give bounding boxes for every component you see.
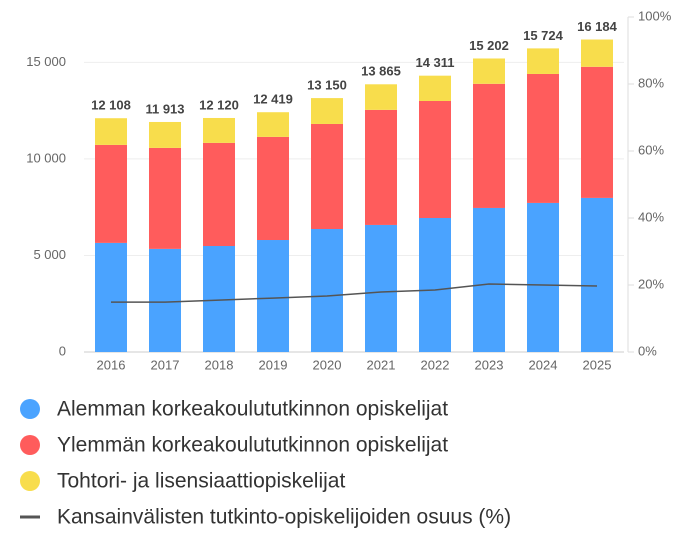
total-label: 13 150 — [307, 78, 347, 93]
bar-segment — [95, 118, 127, 145]
total-label: 12 120 — [199, 97, 239, 112]
x-tick-label: 2022 — [421, 357, 450, 372]
y-tick-label: 0 — [59, 343, 66, 358]
bar-segment — [95, 144, 127, 243]
bar-segment — [527, 202, 559, 352]
x-tick-label: 2020 — [313, 357, 342, 372]
total-label: 15 724 — [523, 28, 564, 43]
bar-segment — [365, 224, 397, 352]
total-label: 12 419 — [253, 92, 293, 107]
bar-segment — [257, 240, 289, 352]
x-tick-label: 2024 — [529, 357, 558, 372]
y-tick-label: 15 000 — [26, 54, 66, 69]
bar-segment — [95, 242, 127, 352]
total-label: 16 184 — [577, 19, 618, 34]
y2-tick-label: 40% — [638, 209, 664, 224]
legend-label: Kansainvälisten tutkinto-opiskelijoiden … — [57, 506, 511, 529]
bar-segment — [149, 121, 181, 148]
x-tick-label: 2023 — [475, 357, 504, 372]
bar-segment — [581, 197, 613, 352]
y2-tick-label: 60% — [638, 142, 664, 157]
bar-segment — [527, 48, 559, 74]
bar-segment — [581, 66, 613, 198]
bar-segment — [365, 109, 397, 225]
bar-segment — [419, 100, 451, 218]
bar-segment — [311, 123, 343, 230]
x-tick-label: 2019 — [259, 357, 288, 372]
bar-segment — [581, 39, 613, 67]
line-series — [111, 283, 598, 303]
bar-segment — [203, 142, 235, 246]
total-label: 15 202 — [469, 38, 509, 53]
bar-segment — [419, 218, 451, 352]
x-tick-label: 2017 — [151, 357, 180, 372]
bar-segment — [149, 248, 181, 352]
y2-tick-label: 0% — [638, 343, 657, 358]
bar-segment — [257, 136, 289, 241]
total-label: 13 865 — [361, 64, 401, 79]
y2-tick-label: 80% — [638, 75, 664, 90]
bar-segment — [473, 207, 505, 352]
bar-segment — [203, 117, 235, 143]
legend-swatch — [20, 399, 40, 419]
x-tick-label: 2025 — [583, 357, 612, 372]
bar-segment — [365, 84, 397, 110]
legend-swatch — [20, 471, 40, 491]
legend-label: Ylemmän korkeakoulututkinnon opiskelijat — [57, 434, 448, 457]
bar-segment — [311, 229, 343, 352]
y2-tick-label: 100% — [638, 8, 672, 23]
x-tick-label: 2016 — [97, 357, 126, 372]
x-tick-label: 2018 — [205, 357, 234, 372]
bar-segment — [311, 98, 343, 124]
y2-tick-label: 20% — [638, 276, 664, 291]
legend-label: Alemman korkeakoulututkinnon opiskelijat — [57, 398, 448, 421]
bar-segment — [149, 147, 181, 249]
bar-segment — [527, 73, 559, 203]
y-tick-label: 10 000 — [26, 150, 66, 165]
total-label: 12 108 — [91, 98, 131, 113]
y-tick-label: 5 000 — [33, 247, 66, 262]
bar-segment — [473, 83, 505, 208]
bar-segment — [419, 75, 451, 101]
bar-segment — [473, 58, 505, 84]
total-label: 14 311 — [415, 55, 454, 70]
legend-swatch — [20, 435, 40, 455]
legend-label: Tohtori- ja lisensiaattiopiskelijat — [57, 470, 345, 493]
bar-segment — [257, 112, 289, 137]
x-tick-label: 2021 — [367, 357, 396, 372]
total-label: 11 913 — [145, 101, 184, 116]
